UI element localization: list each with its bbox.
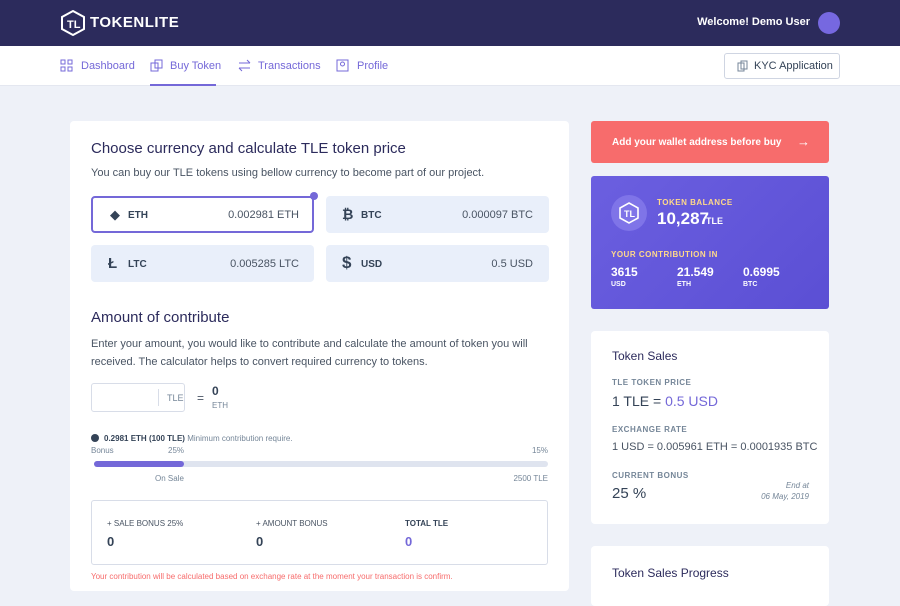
currency-name: USD: [361, 259, 383, 270]
contribution-value: 21.549: [677, 265, 714, 279]
nav-item[interactable]: Profile: [357, 60, 389, 72]
card-title: Token Sales Progress: [612, 566, 729, 580]
balance-amount: 10,287: [657, 209, 709, 228]
currency-name: ETH: [128, 210, 148, 221]
note-tokens: (100 TLE): [148, 434, 185, 443]
contribution-value: 3615: [611, 265, 638, 279]
welcome: Welcome! Demo User: [697, 16, 810, 28]
progress-track: [94, 461, 548, 467]
contribution-label: YOUR CONTRIBUTION IN: [611, 250, 718, 259]
nav-icon: [60, 59, 73, 72]
currency-price: 0.005285 LTC: [230, 258, 299, 270]
card-description: You can buy our TLE tokens using bellow …: [91, 167, 485, 179]
contribution-unit: ETH: [677, 281, 691, 288]
bonus-value: 0: [256, 534, 264, 549]
price-prefix: 1 TLE =: [612, 393, 662, 409]
note-amount: 0.2981 ETH: [104, 434, 147, 443]
balance-icon: [611, 195, 647, 231]
currency-price: 0.002981 ETH: [228, 209, 299, 221]
progress-label: On Sale: [155, 474, 184, 483]
section-description: Enter your amount, you would like to con…: [91, 338, 528, 368]
end-label: End at: [785, 481, 809, 490]
arrow: →: [797, 134, 810, 149]
selected-dot: [310, 192, 318, 200]
header: [0, 0, 900, 46]
wallet-label: Add your wallet address before buy: [612, 137, 782, 148]
price: 1 TLE = 0.5 USD: [612, 393, 718, 409]
nav-active-underline: [150, 84, 216, 86]
token-sales-card: [591, 331, 829, 524]
rate: 1 USD = 0.005961 ETH = 0.0001935 BTC: [612, 441, 818, 453]
currency-icon: ₿: [342, 206, 354, 222]
info-label: CURRENT BONUS: [612, 471, 689, 480]
currency-icon: Ł: [108, 255, 118, 272]
nav-icon: [150, 59, 163, 72]
section-title: Amount of contribute: [91, 309, 230, 326]
bonus-value: 0: [107, 534, 115, 549]
nav-item[interactable]: Transactions: [258, 60, 321, 72]
logo-icon: TL: [61, 10, 85, 36]
contribution-unit: USD: [611, 281, 626, 288]
input-unit: TLE: [167, 393, 184, 403]
end-date: 06 May, 2019: [761, 492, 809, 501]
nav-item[interactable]: Buy Token: [170, 60, 222, 72]
result: 0: [212, 384, 219, 398]
currency-icon: $: [342, 253, 352, 272]
balance-logo: TL: [619, 202, 639, 224]
progress-label: 15%: [531, 446, 548, 455]
currency-name: LTC: [128, 259, 147, 270]
nav-icon: [238, 59, 251, 72]
svg-text:TL: TL: [624, 209, 635, 219]
info-label: EXCHANGE RATE: [612, 425, 688, 434]
contribution-value: 0.6995: [743, 265, 780, 279]
logo-text: TOKENLITE: [90, 14, 180, 31]
info-icon: [91, 434, 99, 442]
bonus-label: + AMOUNT BONUS: [256, 519, 328, 528]
wallet-button[interactable]: [591, 121, 829, 163]
currency-option[interactable]: [326, 245, 549, 282]
svg-text:TL: TL: [67, 19, 81, 31]
amount-input[interactable]: [91, 383, 185, 412]
kyc-button[interactable]: [724, 53, 840, 79]
avatar[interactable]: [818, 12, 840, 34]
bonus-label: + SALE BONUS 25%: [107, 519, 184, 528]
currency-option[interactable]: [91, 245, 314, 282]
currency-price: 0.000097 BTC: [462, 209, 533, 221]
currency-option[interactable]: [91, 196, 314, 233]
currency-option[interactable]: [326, 196, 549, 233]
input-divider: [158, 389, 159, 406]
balance-unit: TLE: [706, 216, 723, 226]
equals: =: [197, 391, 205, 405]
note-text: Minimum contribution require.: [187, 434, 293, 443]
nav-item[interactable]: Dashboard: [81, 60, 135, 72]
note: 0.2981 ETH (100 TLE) Minimum contributio…: [104, 434, 293, 443]
kyc-label: KYC Application: [754, 60, 833, 72]
progress-label: Bonus: [91, 446, 114, 455]
currency-name: BTC: [361, 210, 382, 221]
info-label: TLE TOKEN PRICE: [612, 378, 692, 387]
progress-fill: [94, 461, 184, 467]
bonus-label: TOTAL TLE: [405, 519, 449, 528]
current-bonus: 25 %: [612, 485, 647, 502]
price-value: 0.5 USD: [665, 393, 718, 409]
currency-price: 0.5 USD: [491, 258, 533, 270]
card-title: Choose currency and calculate TLE token …: [91, 140, 406, 157]
currency-icon: ◆: [110, 207, 120, 222]
kyc-icon: [737, 60, 748, 72]
card-title: Token Sales: [612, 349, 678, 363]
progress-label: 25%: [168, 446, 185, 455]
nav-icon: [336, 59, 349, 72]
bonus-box: [91, 500, 548, 565]
bonus-value: 0: [405, 534, 413, 549]
balance-label: TOKEN BALANCE: [657, 198, 733, 207]
result-unit: ETH: [212, 401, 228, 410]
contribution-unit: BTC: [743, 281, 758, 288]
progress-label: 2500 TLE: [513, 474, 548, 483]
